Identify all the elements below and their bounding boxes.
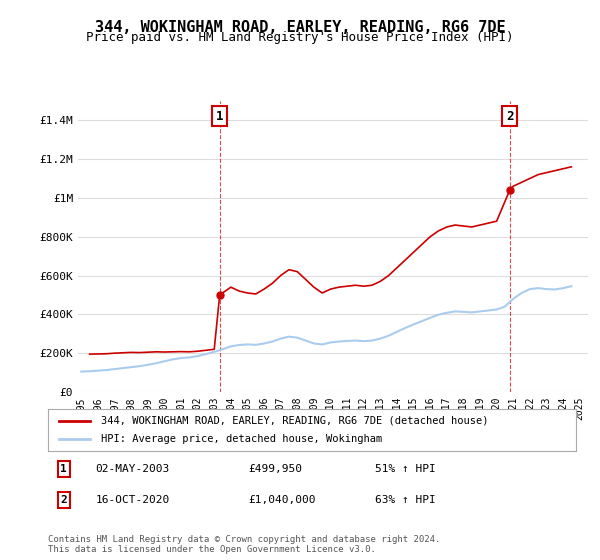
Text: 16-OCT-2020: 16-OCT-2020 (95, 495, 170, 505)
Text: 344, WOKINGHAM ROAD, EARLEY, READING, RG6 7DE: 344, WOKINGHAM ROAD, EARLEY, READING, RG… (95, 20, 505, 35)
Text: 1: 1 (61, 464, 67, 474)
Text: 2: 2 (506, 110, 514, 123)
Text: £1,040,000: £1,040,000 (248, 495, 316, 505)
Text: 1: 1 (216, 110, 223, 123)
Text: 63% ↑ HPI: 63% ↑ HPI (376, 495, 436, 505)
Text: Contains HM Land Registry data © Crown copyright and database right 2024.
This d: Contains HM Land Registry data © Crown c… (48, 535, 440, 554)
Text: 344, WOKINGHAM ROAD, EARLEY, READING, RG6 7DE (detached house): 344, WOKINGHAM ROAD, EARLEY, READING, RG… (101, 416, 488, 426)
Text: 2: 2 (61, 495, 67, 505)
Text: £499,950: £499,950 (248, 464, 302, 474)
Text: HPI: Average price, detached house, Wokingham: HPI: Average price, detached house, Woki… (101, 434, 382, 444)
Text: 02-MAY-2003: 02-MAY-2003 (95, 464, 170, 474)
Text: Price paid vs. HM Land Registry's House Price Index (HPI): Price paid vs. HM Land Registry's House … (86, 31, 514, 44)
Text: 51% ↑ HPI: 51% ↑ HPI (376, 464, 436, 474)
